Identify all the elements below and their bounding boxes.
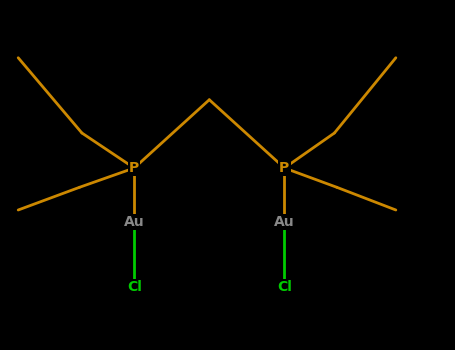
Text: Cl: Cl: [277, 280, 292, 294]
Text: P: P: [279, 161, 289, 175]
Text: P: P: [129, 161, 139, 175]
Text: Cl: Cl: [127, 280, 142, 294]
Text: Au: Au: [124, 215, 145, 229]
Text: Au: Au: [274, 215, 295, 229]
